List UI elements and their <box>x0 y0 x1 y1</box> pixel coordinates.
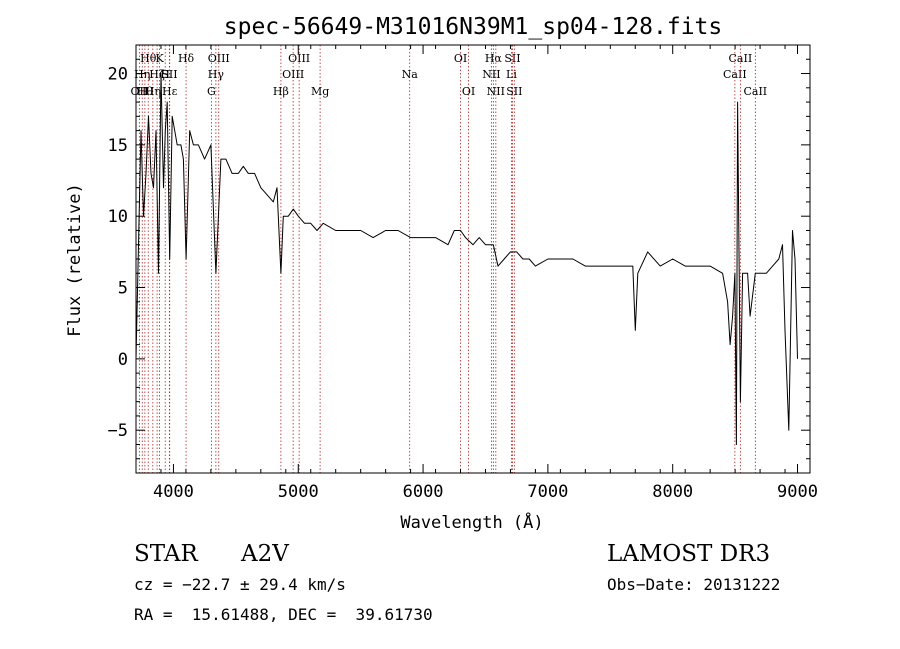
y-tick-label: −5 <box>108 421 128 441</box>
line-marker-label: OI <box>462 85 475 98</box>
survey-label: LAMOST DR3 <box>607 541 771 567</box>
line-marker-label: K <box>155 52 164 65</box>
sky-coordinates: RA = 15.61488, DEC = 39.61730 <box>134 605 433 624</box>
x-tick-label: 6000 <box>403 482 444 502</box>
line-marker-label: Hδ <box>178 52 195 65</box>
line-marker-label: Mg <box>311 85 329 98</box>
emission-line-markers: OIIHηHθHθHηHζKHSIIHεHδGHγOIIIHβOIIIOIIIM… <box>131 45 767 473</box>
y-tick-label: 5 <box>118 279 128 299</box>
y-tick-label: 20 <box>108 65 128 85</box>
x-tick-label: 7000 <box>527 482 568 502</box>
line-marker-label: Na <box>402 68 419 81</box>
line-marker-label: Hα <box>485 52 503 65</box>
line-marker-label: Hβ <box>273 85 289 98</box>
line-marker-label: OIII <box>208 52 230 65</box>
line-marker-label: Li <box>506 68 517 81</box>
line-marker-label: Hθ <box>137 85 154 98</box>
x-tick-label: 5000 <box>278 482 319 502</box>
observation-date: Obs−Date: 20131222 <box>607 575 781 594</box>
y-axis-label: Flux (relative) <box>65 183 85 337</box>
spectral-subclass: A2V <box>241 541 289 567</box>
x-tick-label: 9000 <box>777 482 818 502</box>
x-axis-ticks: 4000 5000 6000 7000 8000 9000 <box>135 45 818 502</box>
line-marker-label: OIII <box>288 52 310 65</box>
line-marker-label: CaII <box>743 85 767 98</box>
line-marker-label: OII <box>131 85 149 98</box>
spectrum-line-layer <box>135 73 798 445</box>
line-marker-label: SII <box>506 85 522 98</box>
y-tick-label: 0 <box>118 350 128 370</box>
line-marker-label: CaII <box>729 52 753 65</box>
line-marker-label: NII <box>487 85 505 98</box>
line-marker-label: G <box>207 85 216 98</box>
x-tick-label: 4000 <box>153 482 194 502</box>
line-marker-label: NII <box>482 68 500 81</box>
redshift-velocity: cz = −22.7 ± 29.4 km/s <box>134 575 346 594</box>
line-marker-label: Hη <box>145 85 161 98</box>
chart-title: spec-56649-M31016N39M1_sp04-128.fits <box>224 14 723 40</box>
spectrum-line <box>135 73 798 445</box>
line-marker-label: CaII <box>723 68 747 81</box>
line-marker-label: OIII <box>282 68 304 81</box>
object-class: STAR <box>134 541 198 567</box>
y-axis-ticks: −5 0 5 10 15 20 <box>108 44 810 474</box>
line-marker-label: Hε <box>162 85 178 98</box>
line-marker-label: Hθ <box>140 52 157 65</box>
line-marker-label: SII <box>504 52 520 65</box>
line-marker-label: Hγ <box>208 68 225 81</box>
plot-frame <box>135 44 811 474</box>
x-tick-label: 8000 <box>652 482 693 502</box>
y-tick-label: 15 <box>108 136 128 156</box>
y-tick-label: 10 <box>108 207 128 227</box>
line-marker-label: H <box>160 68 170 81</box>
line-marker-label: OI <box>454 52 467 65</box>
x-axis-label: Wavelength (Å) <box>400 511 543 533</box>
line-marker-label: Hη <box>134 68 150 81</box>
